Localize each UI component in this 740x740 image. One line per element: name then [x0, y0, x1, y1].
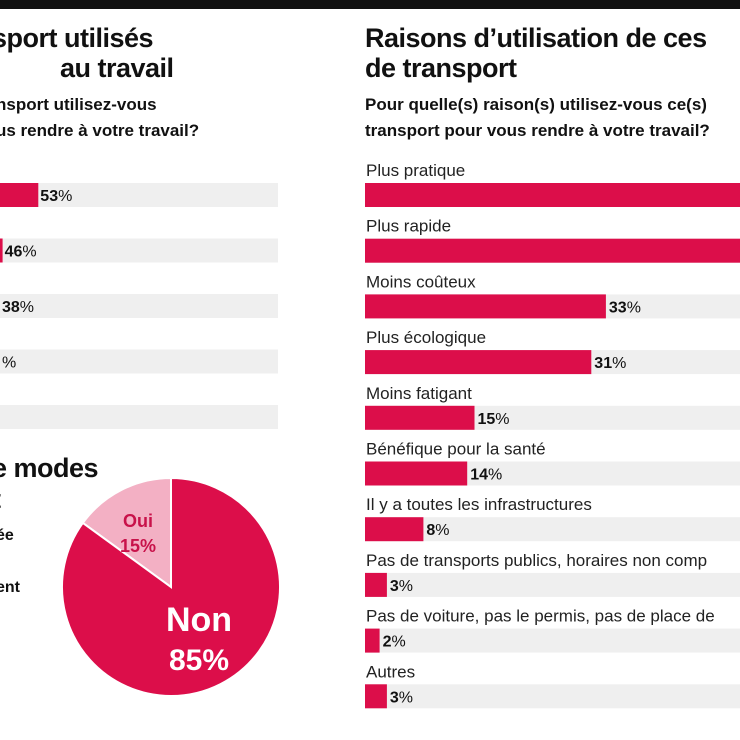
pie-label-oui-value: 15%	[120, 536, 156, 556]
top-black-bar	[0, 0, 740, 9]
right-bar-track-6	[365, 517, 740, 542]
right-bar-6	[365, 517, 424, 542]
right-bar-category-6: Il y a toutes les infrastructures	[366, 495, 592, 514]
pie-slice-oui	[81, 476, 172, 589]
right-bar-category-4: Moins fatigant	[366, 384, 472, 403]
left-bar-chart: 53% 46% 38%%	[0, 183, 278, 429]
right-bar-category-0: Plus pratique	[366, 161, 465, 180]
right-title-line-2: de transport	[365, 53, 517, 83]
left-question-line-1: nsport utilisez-vous	[0, 95, 157, 114]
right-bar-9	[365, 684, 387, 709]
right-title-line-1: Raisons d’utilisation de ces	[365, 23, 707, 53]
right-bar-2	[365, 294, 606, 319]
right-bar-category-1: Plus rapide	[366, 217, 451, 236]
right-bar-value-6: 8%	[426, 522, 449, 539]
right-bar-category-5: Bénéfique pour la santé	[366, 440, 546, 459]
left-bar-value-2: 38%	[2, 299, 34, 316]
right-question-line-2: transport pour vous rendre à votre trava…	[365, 121, 710, 140]
left-bar-track-3	[0, 349, 278, 374]
pie-label-oui-name: Oui	[123, 511, 153, 531]
right-bar-4	[365, 405, 475, 430]
section-title-line-2: t	[0, 484, 1, 515]
left-bar-0	[0, 183, 39, 207]
right-bar-value-4: 15%	[478, 411, 510, 428]
left-bar-1	[0, 238, 3, 263]
pie-slice-non	[61, 476, 281, 697]
right-bar-category-8: Pas de voiture, pas le permis, pas de pl…	[366, 607, 715, 626]
left-bar-value-0: 53%	[40, 188, 72, 205]
section-title-line-1: e modes	[0, 453, 99, 483]
right-bar-track-8	[365, 628, 740, 653]
pie-label-non-name: Non	[166, 601, 232, 639]
right-bar-value-8: 2%	[383, 634, 406, 651]
right-bar-track-9	[365, 684, 740, 709]
right-bar-value-2: 33%	[609, 299, 641, 316]
right-bar-chart: Plus pratique Plus rapide Moins coûteux 33%…	[365, 161, 740, 709]
right-bar-category-7: Pas de transports publics, horaires non …	[366, 551, 707, 570]
pie-chart: Oui 15% Non 85%	[61, 476, 281, 697]
right-bar-value-7: 3%	[390, 578, 413, 595]
left-question-line-2: us rendre à votre travail?	[0, 121, 200, 140]
right-bar-5	[365, 461, 468, 486]
left-bar-value-1: 46%	[5, 244, 37, 261]
left-panel: sport utilisés au travail nsport utilise…	[0, 0, 282, 740]
left-title-line-1: sport utilisés	[0, 23, 154, 53]
right-bar-8	[365, 628, 380, 653]
text-fragment-2: ent	[0, 579, 20, 596]
left-bar-track-0	[0, 183, 278, 207]
right-question-line-1: Pour quelle(s) raison(s) utilisez-vous c…	[365, 95, 707, 114]
right-bar-0	[365, 183, 740, 207]
left-title-line-2: au travail	[60, 53, 174, 83]
right-bar-category-9: Autres	[366, 662, 415, 681]
right-bar-7	[365, 572, 387, 597]
right-panel: Raisons d’utilisation de ces de transpor…	[365, 0, 740, 740]
left-bar-value-3: %	[2, 355, 16, 372]
right-bar-track-7	[365, 572, 740, 597]
right-bar-value-3: 31%	[594, 355, 626, 372]
right-bar-category-2: Moins coûteux	[366, 272, 476, 291]
right-bar-value-5: 14%	[470, 467, 502, 484]
text-fragment-1: ée	[0, 527, 14, 544]
pie-label-non-value: 85%	[169, 644, 229, 677]
right-bar-1	[365, 238, 740, 263]
left-bar-track-2	[0, 294, 278, 318]
left-bar-track-4	[0, 405, 278, 429]
right-bar-category-3: Plus écologique	[366, 328, 486, 347]
right-bar-3	[365, 350, 592, 375]
left-bar-track-1	[0, 238, 278, 263]
right-bar-value-9: 3%	[390, 689, 413, 706]
